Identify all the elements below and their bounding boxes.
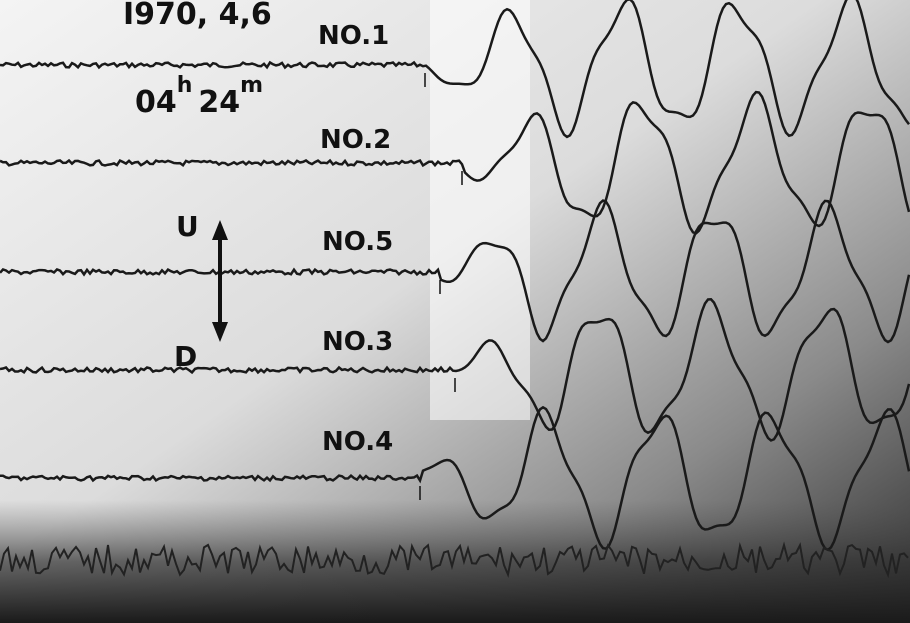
- light-area: [430, 0, 530, 420]
- trace-label: NO.4: [322, 427, 393, 457]
- trace-label: NO.5: [322, 227, 393, 257]
- trace-line: [0, 90, 910, 235]
- trace-label: NO.1: [318, 21, 389, 51]
- trace-line: [0, 199, 910, 344]
- noise-trace: [0, 541, 909, 579]
- date: I970, 4,6: [123, 0, 272, 32]
- up-down-arrow: [212, 220, 228, 342]
- trace-line: [0, 0, 910, 139]
- hours: 04: [135, 85, 177, 120]
- time: 04h 24m: [135, 73, 263, 120]
- hours-unit: h: [177, 73, 193, 98]
- up-label: U: [176, 210, 199, 243]
- trace-label: NO.2: [320, 125, 391, 155]
- trace-line: [0, 298, 910, 442]
- traces: [0, 0, 910, 579]
- minutes: 24: [198, 85, 240, 120]
- minutes-unit: m: [240, 73, 263, 98]
- trace-line: [0, 405, 910, 552]
- down-label: D: [174, 340, 197, 373]
- trace-label: NO.3: [322, 327, 393, 357]
- dark-band: [0, 500, 910, 623]
